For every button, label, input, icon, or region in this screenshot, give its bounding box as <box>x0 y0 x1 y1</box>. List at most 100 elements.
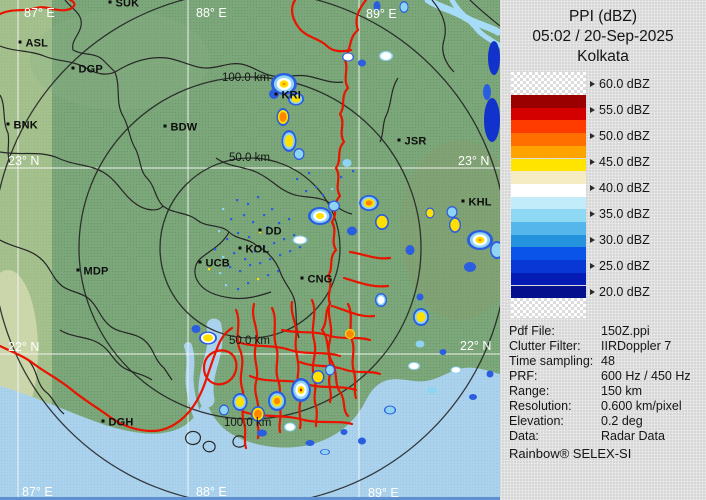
clutter-speck <box>249 264 252 267</box>
clutter-speck <box>247 203 250 206</box>
legend-color-stripe <box>511 95 586 108</box>
graticule-label: 22° N <box>8 340 39 354</box>
radar-echo <box>427 386 437 394</box>
legend-color-stripe <box>511 222 586 235</box>
graticule-label: 87° E <box>22 485 53 499</box>
radar-echo <box>483 84 491 100</box>
legend-arrow-icon <box>590 81 595 87</box>
clutter-speck <box>222 208 225 211</box>
metadata-row: Elevation: 0.2 deg <box>509 414 705 429</box>
clutter-speck <box>236 199 239 202</box>
radar-echo <box>291 95 301 103</box>
legend-label: 50.0 dBZ <box>590 128 650 144</box>
radar-echo <box>409 362 419 370</box>
clutter-speck <box>230 218 233 221</box>
clutter-speck-layer <box>208 170 355 291</box>
radar-echo <box>279 111 287 123</box>
radar-echo <box>329 201 339 211</box>
graticule-label: 87° E <box>24 6 55 20</box>
legend-color-stripe <box>511 120 586 134</box>
city-label: DGP <box>79 64 103 76</box>
radar-echo <box>284 134 294 148</box>
city-label: MDP <box>84 266 109 278</box>
metadata-label: Pdf File: <box>509 324 555 338</box>
radar-echo <box>484 98 500 142</box>
metadata-value: 0.2 deg <box>601 414 643 428</box>
legend-label-text: 50.0 dBZ <box>599 129 650 143</box>
metadata-value: IIRDoppler 7 <box>601 339 672 353</box>
metadata-row: Resolution: 0.600 km/pixel <box>509 399 705 414</box>
land-layer <box>0 0 520 500</box>
radar-echo <box>469 394 477 400</box>
radar-map: SUK ASL DGP BNK BDW KRI JSR KHL MDP DD KOL UCB CNG DG… <box>0 0 520 500</box>
clutter-speck <box>222 256 225 259</box>
city-label: KRI <box>282 90 302 102</box>
range-ring-label: 100.0 km <box>224 417 271 429</box>
radar-echo <box>491 242 503 258</box>
clutter-speck <box>244 258 247 261</box>
clutter-speck <box>248 236 251 239</box>
radar-echo <box>451 367 461 373</box>
dbz-legend: 60.0 dBZ 55.0 dBZ 50.0 dBZ 45.0 dBZ 40.0 dBZ… <box>511 72 705 320</box>
radar-echo <box>254 409 262 419</box>
clutter-speck <box>299 246 302 249</box>
metadata-row: Data: Radar Data <box>509 429 705 444</box>
metadata-row: Pdf File: 150Z.ppi <box>509 324 705 339</box>
radar-echo <box>358 437 366 445</box>
legend-label: 25.0 dBZ <box>590 258 650 274</box>
legend-label: 40.0 dBZ <box>590 180 650 196</box>
grid-label-layer: 87° E 88° E 89° E 23° N 23° N 22° N 22° N 87° E… <box>8 6 491 500</box>
legend-color-stripe <box>511 272 586 286</box>
legend-arrow-icon <box>590 263 595 269</box>
city-label: SUK <box>116 0 140 10</box>
boundary-layer <box>0 0 501 453</box>
radar-echo <box>377 296 385 304</box>
clutter-speck <box>315 186 318 189</box>
clutter-speck <box>226 238 229 241</box>
city-label: DGH <box>109 417 134 429</box>
city-dot <box>274 92 278 96</box>
clutter-speck <box>229 266 232 269</box>
metadata-label: Resolution: <box>509 399 572 413</box>
metadata-value: 48 <box>601 354 615 368</box>
clutter-speck <box>239 270 242 273</box>
city-dot <box>258 228 262 232</box>
radar-echo <box>478 238 482 242</box>
city-label: KHL <box>469 197 492 209</box>
clutter-speck <box>279 254 282 257</box>
clutter-speck <box>254 250 257 253</box>
clutter-speck <box>263 214 266 217</box>
panel-station: Kolkata <box>577 48 629 65</box>
legend-label-text: 20.0 dBZ <box>599 285 650 299</box>
range-ring-label: 50.0 km <box>229 152 270 164</box>
legend-arrow-icon <box>590 159 595 165</box>
radar-echo <box>376 215 388 229</box>
legend-arrow-icon <box>590 185 595 191</box>
graticule-label: 89° E <box>366 7 397 21</box>
city-dot <box>101 419 105 423</box>
clutter-speck <box>267 274 270 277</box>
radar-echo <box>321 449 329 455</box>
legend-color-stripe <box>511 171 586 184</box>
radar-echo <box>343 53 353 61</box>
clutter-speck <box>352 170 355 173</box>
clutter-speck <box>225 284 228 287</box>
panel-datetime: 05:02 / 20-Sep-2025 <box>532 28 674 45</box>
city-dot <box>108 0 112 4</box>
echo-layer <box>191 1 504 455</box>
radar-echo <box>380 52 392 60</box>
clutter-speck <box>243 214 246 217</box>
panel-title: PPI (dBZ) <box>568 8 638 25</box>
radar-echo <box>326 365 334 375</box>
radar-echo <box>342 159 352 167</box>
radar-echo <box>415 340 425 348</box>
radar-echo <box>294 236 306 244</box>
radar-echo <box>269 89 279 99</box>
clutter-speck <box>218 230 221 233</box>
radar-echo <box>416 293 424 301</box>
legend-label: 55.0 dBZ <box>590 102 650 118</box>
legend-color-stripe <box>511 133 586 146</box>
city-label: BNK <box>14 120 38 132</box>
radar-echo <box>358 59 366 67</box>
ring-label-layer: 100.0 km 50.0 km 50.0 km 100.0 km <box>222 72 271 429</box>
